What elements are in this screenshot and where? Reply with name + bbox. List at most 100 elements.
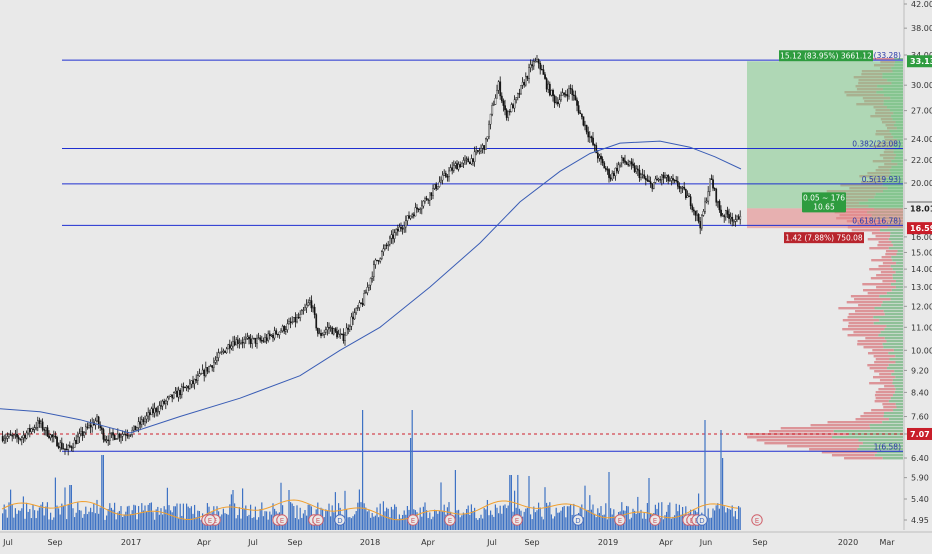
volume-bar [605, 503, 607, 530]
event-circle [511, 514, 523, 526]
volume-bar [725, 512, 727, 530]
loss-zone[interactable] [747, 208, 903, 229]
candle-body [686, 195, 689, 198]
candle-body [344, 334, 346, 341]
event-marker[interactable]: E [614, 514, 626, 526]
volume-bar [418, 519, 420, 530]
event-marker[interactable]: E [511, 514, 523, 526]
profile-bar-buy [895, 286, 903, 289]
candle-body [638, 169, 641, 178]
candles [1, 55, 742, 456]
event-markers[interactable]: EEEEDEEEDEEEEEDEEEE [201, 514, 763, 526]
event-marker[interactable]: E [407, 514, 419, 526]
volume-bar [456, 510, 458, 530]
volume-bar [99, 507, 101, 530]
event-marker[interactable]: D [696, 514, 708, 526]
volume-bar [648, 478, 650, 530]
candle-body [169, 394, 172, 397]
candle-body [494, 97, 497, 105]
event-marker[interactable]: E [204, 514, 216, 526]
volume-bar [192, 513, 194, 530]
profile-bar-buy [859, 445, 903, 448]
candle-body [400, 226, 402, 229]
volume-bar [93, 503, 95, 530]
profile-bar-sell [787, 445, 860, 448]
profile-bar-buy [890, 283, 903, 286]
candle-body [665, 175, 668, 178]
candle-body [142, 419, 145, 423]
candle-body [328, 327, 330, 329]
candle-body [147, 412, 150, 417]
event-marker[interactable]: E [312, 514, 324, 526]
candle-body [317, 327, 319, 334]
event-circle [444, 514, 456, 526]
profile-bar-sell [879, 373, 892, 376]
volume-bar [123, 514, 125, 530]
profile-bar-sell [756, 439, 859, 442]
profile-bar-sell [873, 376, 896, 379]
profile-bar-buy [879, 229, 903, 232]
volume-bar [662, 519, 664, 530]
candle-body [35, 427, 38, 429]
volume-bar [645, 518, 647, 530]
volume-bar [389, 517, 391, 530]
candle-body [25, 432, 28, 439]
candle-body [230, 345, 233, 349]
candle-body [670, 178, 673, 181]
candle-body [688, 195, 690, 197]
volume-bar [155, 509, 157, 530]
volume-bar [373, 516, 375, 530]
volume-bar [672, 516, 674, 530]
candle-body [542, 69, 545, 75]
volume-bar [360, 502, 362, 530]
event-marker[interactable]: D [572, 514, 584, 526]
event-marker[interactable]: E [649, 514, 661, 526]
price-badge: 16.59 [907, 222, 932, 235]
volume-bar [102, 455, 104, 530]
candle-body [163, 400, 166, 404]
candle-body [413, 214, 415, 217]
volume-bar [546, 502, 548, 530]
candle-body [568, 88, 570, 97]
volume-bar [128, 505, 130, 530]
time-axis[interactable]: Jul Sep 2017 Apr Jul Sep 2018 Apr Jul Sep 2019 Apr J… [0, 531, 932, 547]
volume-bar [182, 503, 184, 530]
candle-body [160, 405, 162, 407]
volume-bar [501, 513, 503, 530]
volume-bar [709, 517, 711, 530]
candle-body [144, 418, 146, 423]
volume-bar [35, 518, 37, 530]
candle-body [561, 92, 564, 96]
profile-bar-sell [882, 403, 896, 406]
profile-bar-buy [895, 271, 903, 274]
candle-body [54, 435, 57, 438]
event-marker[interactable]: E [444, 514, 456, 526]
profile-bar-buy [883, 415, 903, 418]
profile-bar-sell [878, 388, 896, 391]
volume-bar [254, 506, 256, 530]
event-marker[interactable]: E [276, 514, 288, 526]
fib-retracement[interactable]: 0(33.28) 0.382(23.08) 0.5(19.93) 0.618(16.7… [0, 51, 903, 452]
candle-body [17, 436, 20, 440]
candle-body [366, 286, 369, 293]
candle-body [662, 174, 665, 179]
volume-bar [158, 514, 160, 530]
volume-bar [494, 504, 496, 530]
event-marker[interactable]: D [334, 514, 346, 526]
candle-body [33, 427, 36, 430]
volume-bar [723, 506, 725, 530]
volume-bar [130, 514, 132, 530]
profit-zone[interactable] [747, 61, 903, 209]
candle-body [140, 419, 143, 425]
long-position-tool[interactable]: 15.12 (83.95%) 3661.12 1.42 (7.88%) 750.0… [779, 50, 873, 244]
candle-body [252, 337, 255, 340]
profile-bar-sell [863, 412, 885, 415]
volume-bar [354, 514, 356, 530]
candle-body [168, 396, 170, 399]
event-marker[interactable]: E [751, 514, 763, 526]
volume-bar [426, 510, 428, 530]
volume-bar [563, 505, 565, 530]
profile-bar-buy [894, 385, 903, 388]
